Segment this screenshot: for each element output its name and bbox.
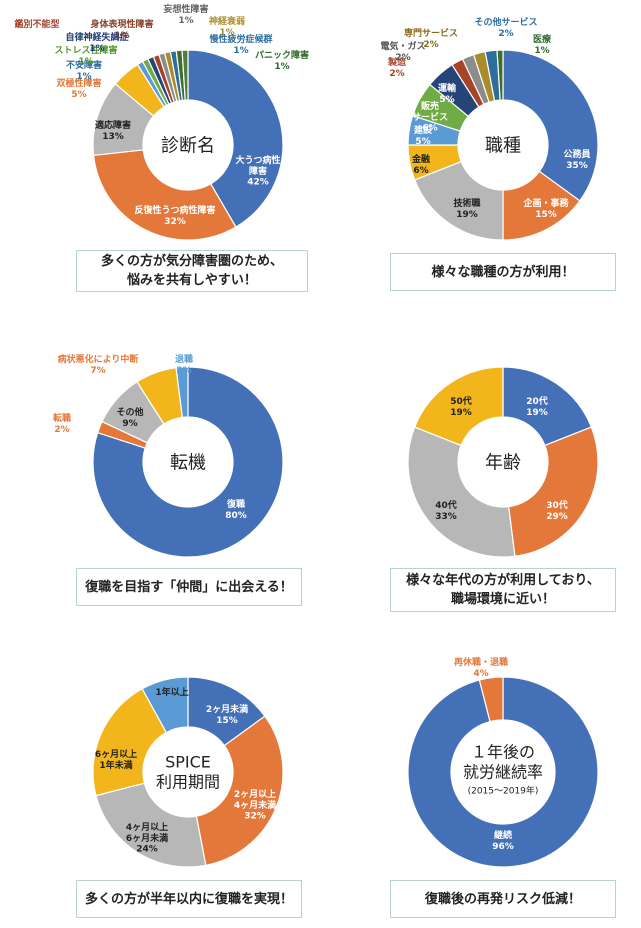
donut-slice: [175, 366, 189, 419]
chart-center-title: 職種: [485, 135, 521, 156]
slice-label: 30代 29%: [546, 499, 568, 522]
caption-age: 様々な年代の方が利用しており、 職場環境に近い！: [390, 568, 616, 612]
slice-label: 6ヶ月以上 1年未満: [95, 748, 137, 771]
donut-chart-1: 職種公務員 35% 企画・事務 15% 技術職 19% 金融 6% 建設 5%販売サービス 6%運輸…: [380, 16, 599, 241]
slice-label: 公務員 35%: [563, 148, 590, 171]
slice-label: 神経衰弱 1%: [209, 15, 245, 38]
donut-slice: [407, 426, 516, 558]
slice-label: 大うつ病性障害 42%: [235, 154, 280, 188]
slice-label: 金融 6%: [411, 153, 430, 176]
slice-label: 復職 80%: [225, 498, 247, 521]
slice-label: 不安障害 1%: [66, 59, 102, 82]
slice-label: 2ヶ月未満 15%: [206, 703, 248, 726]
slice-label: その他 9%: [116, 406, 143, 429]
donut-slice: [413, 366, 504, 447]
slice-label: 反復性うつ病性障害 32%: [134, 204, 215, 227]
donut-slice: [95, 782, 207, 868]
slice-label: 病状悪化により中断 7%: [58, 353, 139, 376]
slice-label: 企画・事務 15%: [522, 197, 569, 220]
slice-label: 販売サービス 6%: [412, 100, 448, 134]
slice-label: 電気・ガス 2%: [380, 40, 425, 63]
donut-slice: [92, 687, 168, 797]
donut-chart-5: １年後の就労継続率 (2015～2019年) 継続 96% 再休職・退職 4%: [407, 656, 599, 868]
caption-turning-point: 復職を目指す「仲間」に出会える！: [76, 568, 302, 606]
slice-label: 慢性疲労症候群 1%: [209, 33, 272, 56]
slice-label: 40代 33%: [435, 499, 457, 522]
caption-usage-period: 多くの方が半年以内に復職を実現！: [76, 880, 302, 918]
slice-label: パニック障害 1%: [255, 49, 309, 72]
slice-label: 製造 2%: [387, 56, 407, 79]
caption-occupation: 様々な職種の方が利用！: [390, 253, 616, 291]
slice-label: 再休職・退職 4%: [454, 656, 508, 679]
slice-label: 建設 5%: [414, 124, 433, 147]
donut-slice: [407, 676, 599, 868]
donut-slice: [181, 49, 189, 101]
slice-label: ストレス性障害 1%: [54, 44, 117, 67]
chart-center-title: SPICE 利用期間: [156, 753, 220, 792]
slice-label: 20代 19%: [526, 395, 548, 418]
slice-label: 身体表現性障害 1%: [90, 18, 153, 41]
slice-label: 妄想性障害 1%: [163, 3, 208, 26]
slice-label: 双極性障害 5%: [56, 77, 101, 100]
slice-label: 鑑別不能型: [14, 18, 59, 30]
caption-diagnosis: 多くの方が気分障害圏のため、 悩みを共有しやすい！: [76, 250, 308, 292]
slice-label: 4ヶ月以上 6ヶ月未満 24%: [126, 821, 168, 855]
slice-label: 専門サービス 2%: [404, 27, 458, 50]
donut-slice: [496, 49, 504, 101]
slice-label: 退職 2%: [175, 353, 193, 376]
chart-center-title: １年後の就労継続率: [463, 743, 543, 782]
chart-center-title: 年齢: [485, 452, 521, 473]
caption-retention: 復職後の再発リスク低減！: [390, 880, 616, 918]
donut-slice: [187, 49, 284, 228]
slice-label: 継続 96%: [492, 829, 514, 852]
donut-slice: [478, 676, 504, 723]
donut-chart-4: SPICE 利用期間 2ヶ月未満 15% 2ヶ月以上 4ヶ月未満 32% 4ヶ月以上 6ヶ月未満…: [92, 676, 284, 868]
donut-slice: [507, 426, 599, 557]
chart-center-subtitle: (2015～2019年): [468, 785, 539, 797]
slice-label: 転職 2%: [53, 412, 71, 435]
chart-center-title: 転機: [170, 452, 206, 473]
slice-label: その他サービス 2%: [474, 16, 537, 39]
slice-label: 1年以上: [155, 686, 188, 698]
donut-slice: [92, 366, 284, 558]
donut-chart-3: 年齢 20代 19% 30代 29% 40代 33% 50代 19%: [407, 366, 599, 558]
donut-slice: [92, 149, 237, 241]
donut-slice: [502, 49, 599, 202]
slice-label: 運輸 5%: [438, 82, 457, 105]
chart-center-title: 診断名: [161, 135, 215, 156]
slice-label: 自律神経失調症 1%: [65, 31, 128, 54]
donut-slice: [141, 676, 189, 734]
slice-label: 技術職 19%: [453, 197, 480, 220]
slice-label: 50代 19%: [450, 395, 472, 418]
slice-label: 2ヶ月以上 4ヶ月未満 32%: [234, 788, 276, 822]
donut-slice: [195, 715, 284, 867]
slice-label: 医療 1%: [533, 33, 551, 56]
slice-label: 適応障害 13%: [95, 119, 131, 142]
